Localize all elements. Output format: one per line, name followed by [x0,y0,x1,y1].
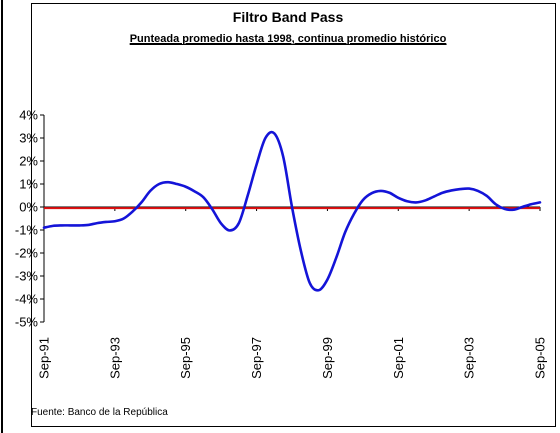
band-pass-series-line [42,130,542,292]
x-tick-label: Sep-99 [320,337,335,379]
chart-title: Filtro Band Pass [233,9,344,25]
x-tick-label: Sep-01 [391,337,406,379]
y-tick-label: -5% [15,315,39,330]
x-tick-label: Sep-03 [462,337,477,379]
y-tick-label: 4% [19,108,38,123]
left-border-line [1,0,3,433]
y-tick-label: -2% [15,246,39,261]
x-tick-label: Sep-93 [107,337,122,379]
y-tick-label: -3% [15,269,39,284]
y-tick-label: -4% [15,292,39,307]
y-axis: 4% 3% 2% 1% 0% -1% -2% -3% -4% -5% [15,108,45,330]
source-note: Fuente: Banco de la República [31,407,168,418]
x-tick-label: Sep-95 [178,337,193,379]
chart-subtitle: Punteada promedio hasta 1998, continua p… [130,33,447,45]
y-tick-label: 1% [19,177,38,192]
y-tick-label: -1% [15,223,39,238]
plot-series [42,130,542,292]
y-tick-label: 2% [19,154,38,169]
y-tick-label: 3% [19,131,38,146]
x-tick-label: Sep-97 [249,337,264,379]
x-tick-label: Sep-05 [533,337,548,379]
y-tick-label: 0% [19,200,38,215]
x-tick-label: Sep-91 [37,337,52,379]
